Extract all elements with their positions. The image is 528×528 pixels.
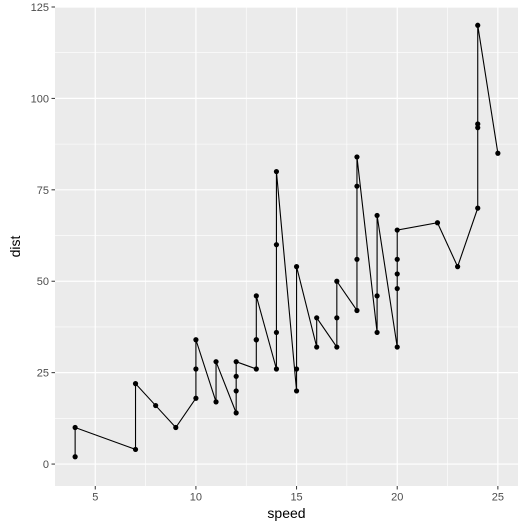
data-point [253,293,259,299]
data-point [394,285,400,292]
data-point [314,344,320,350]
data-point [193,366,199,372]
y-tick-label: 0 [43,459,49,471]
data-point [193,337,199,343]
x-axis-title: speed [267,505,305,521]
x-tick-label: 15 [290,492,302,504]
y-tick-label: 75 [37,185,49,197]
data-point [293,366,300,372]
data-point [153,402,159,409]
x-tick-label: 25 [492,492,504,504]
plot-panel [55,7,518,486]
data-point [233,388,239,394]
data-point [475,121,481,127]
data-point [273,168,280,175]
axes: 5 10 15 20 25 0 25 50 75 100 125 [31,2,504,504]
data-point [475,205,481,211]
data-point [394,271,400,277]
data-point [72,454,78,460]
x-tick-label: 5 [92,492,98,504]
x-tick-label: 10 [190,492,202,504]
data-point [495,150,501,156]
data-point [173,424,179,431]
y-tick-label: 100 [31,93,49,105]
x-tick-label: 20 [391,492,403,504]
data-point [394,256,400,262]
data-point [273,242,280,248]
gridlines [55,6,518,486]
data-point [354,154,360,160]
series-layer [72,22,501,460]
data-point [233,373,239,379]
data-point [273,366,280,372]
data-point [132,446,139,453]
data-point [455,264,461,270]
data-point [233,359,239,365]
data-point [314,315,320,321]
data-point [72,424,78,431]
data-point [394,344,400,350]
data-point [434,220,441,226]
data-point [132,381,139,387]
data-point [354,307,360,314]
data-point [334,278,340,284]
data-point [213,399,219,405]
data-point [253,366,259,372]
data-point [374,212,380,219]
data-point [394,227,400,233]
data-point [334,315,340,321]
data-point [273,329,280,336]
data-point [354,183,360,189]
y-tick-label: 125 [31,2,49,14]
y-tick-label: 25 [37,368,49,380]
data-point [293,264,300,270]
y-axis-title: dist [7,236,23,258]
data-point [334,344,340,350]
data-point [233,410,239,416]
data-point [354,256,360,262]
data-point [193,395,199,401]
data-point [374,329,380,336]
data-point [293,388,300,394]
data-point [374,293,380,299]
data-point [475,22,481,28]
data-point [475,125,481,131]
y-tick-label: 50 [37,276,49,288]
data-point [213,359,219,365]
data-point [253,337,259,343]
